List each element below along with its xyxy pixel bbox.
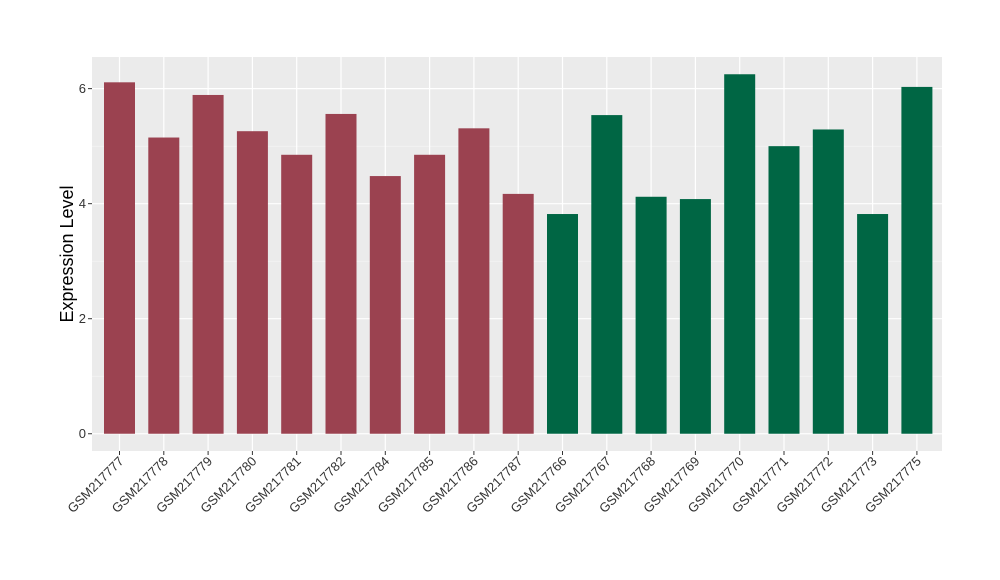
bar-GSM217769 [679,199,711,434]
bar-GSM217766 [547,214,578,434]
bar-GSM217781 [281,154,313,434]
bar-GSM217785 [414,154,446,434]
bar-GSM217780 [236,131,268,434]
bar-GSM217787 [502,193,534,434]
bar-GSM217778 [148,137,180,434]
y-axis: 0 2 4 6 [79,81,92,441]
y-tick-label: 4 [79,196,86,211]
bar-GSM217784 [369,176,401,434]
bar-GSM217777 [104,82,135,434]
y-tick-label: 2 [79,311,86,326]
bar-GSM217772 [812,129,844,434]
bar-GSM217773 [857,214,889,434]
bar-GSM217782 [325,113,357,434]
bars [104,74,933,434]
y-tick-label: 0 [79,426,86,441]
bar-GSM217768 [635,196,667,434]
bar-GSM217770 [724,74,756,434]
bar-GSM217779 [192,94,224,434]
y-axis-title: Expression Level [57,185,77,322]
bar-GSM217767 [591,115,623,434]
x-axis: GSM217777GSM217778GSM217779GSM217780GSM2… [64,451,924,516]
y-tick-label: 6 [79,81,86,96]
bar-GSM217771 [768,146,800,434]
bar-GSM217786 [458,128,490,434]
bar-GSM217775 [901,86,933,434]
